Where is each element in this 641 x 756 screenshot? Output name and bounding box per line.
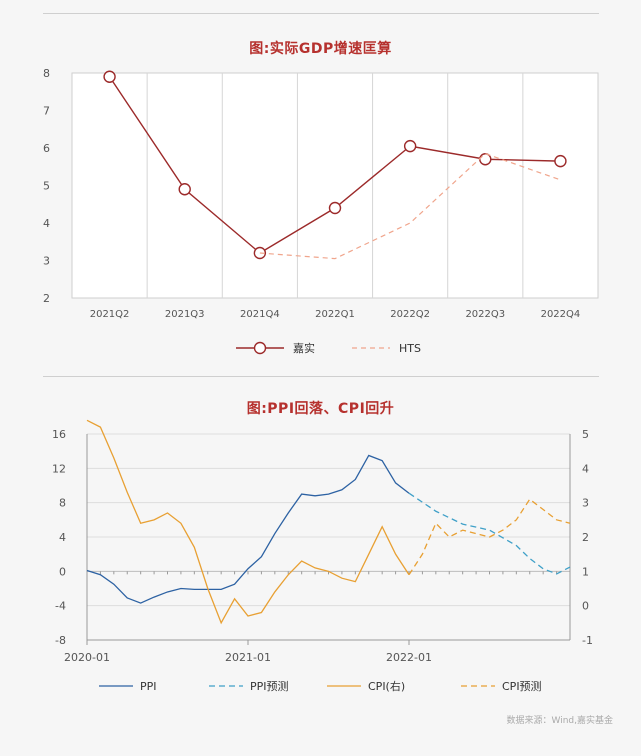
ppi-y-left-tick-label: -4 [55, 600, 66, 613]
ppi-y-left-tick-label: 16 [52, 428, 66, 441]
gdp-data-point [103, 70, 116, 83]
gdp-y-tick-label: 2 [43, 292, 50, 305]
ppi-y-left-tick-label: 4 [59, 531, 66, 544]
gdp-y-tick-label: 4 [43, 217, 50, 230]
series-line-ppi [86, 454, 410, 604]
series-line-ppi-forecast [408, 492, 571, 575]
gdp-x-tick-label: 2022Q4 [541, 309, 581, 320]
gdp-data-point [328, 201, 342, 215]
gdp-y-tick-label: 6 [43, 142, 50, 155]
gdp-chart-title: 图:实际GDP增速匡算 [249, 41, 392, 57]
ppi-y-right-tick-label: 4 [582, 462, 589, 475]
ppi-cpi-chart-title: 图:PPI回落、CPI回升 [246, 401, 395, 417]
gdp-y-tick-label: 8 [43, 67, 50, 80]
gdp-plot-area [71, 72, 599, 299]
gdp-x-tick-label: 2022Q1 [315, 309, 355, 320]
middle-divider [43, 376, 599, 377]
legend-label-hts: HTS [399, 342, 421, 355]
gdp-y-tick-label: 5 [43, 180, 50, 193]
top-divider [43, 13, 599, 14]
ppi-x-tick-label: 2022-01 [386, 651, 432, 664]
source-note: 数据来源：Wind,嘉实基金 [506, 716, 613, 726]
legend-label-cpi: CPI(右) [368, 679, 405, 693]
series-line-cpi-forecast [408, 498, 571, 576]
legend-label-jiashi: 嘉实 [293, 341, 315, 355]
gdp-x-tick-label: 2022Q2 [390, 309, 430, 320]
gdp-y-tick-label: 3 [43, 255, 50, 268]
gdp-x-tick-label: 2022Q3 [465, 309, 505, 320]
legend-label-ppi: PPI [140, 680, 157, 693]
ppi-y-right-tick-label: 5 [582, 428, 589, 441]
ppi-y-left-tick-label: -8 [55, 634, 66, 647]
ppi-y-right-tick-label: 2 [582, 531, 589, 544]
gdp-x-tick-label: 2021Q3 [165, 309, 205, 320]
legend-label-cpi-forecast: CPI预测 [502, 680, 542, 693]
legend-label-ppi-forecast: PPI预测 [250, 680, 289, 693]
ppi-y-left-tick-label: 0 [59, 565, 66, 578]
legend-marker-jiashi [253, 341, 267, 355]
gdp-data-point [403, 139, 417, 153]
ppi-y-left-tick-label: 12 [52, 462, 66, 475]
ppi-y-right-tick-label: 1 [582, 565, 589, 578]
ppi-y-right-tick-label: -1 [582, 634, 593, 647]
ppi-y-right-tick-label: 3 [582, 497, 589, 510]
gdp-data-point [554, 154, 567, 168]
gdp-data-point [178, 183, 191, 196]
ppi-x-tick-label: 2020-01 [64, 651, 110, 664]
gdp-chart: 2 3 4 5 6 7 8 2021Q2 2021Q3 2021Q4 2022Q1 2022Q2 202… [43, 67, 599, 355]
series-line-cpi [86, 419, 410, 625]
gdp-y-tick-label: 7 [43, 105, 50, 118]
ppi-y-left-tick-label: 8 [59, 497, 66, 510]
gdp-x-tick-label: 2021Q2 [90, 309, 130, 320]
ppi-x-tick-label: 2021-01 [225, 651, 271, 664]
gdp-x-tick-label: 2021Q4 [240, 309, 280, 320]
ppi-y-right-tick-label: 0 [582, 600, 589, 613]
